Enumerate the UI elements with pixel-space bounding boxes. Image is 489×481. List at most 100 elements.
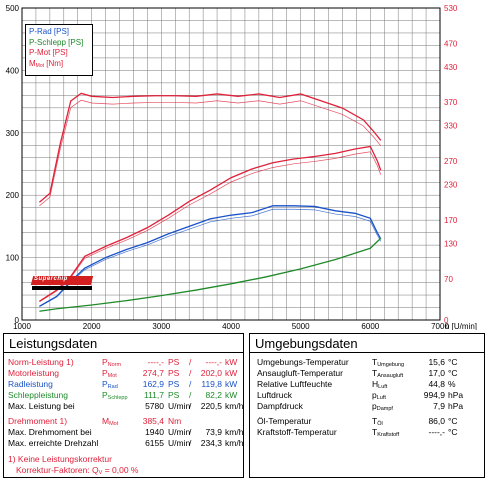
- ld-row-unit1: PS: [168, 368, 180, 378]
- y-left-tick-label: 0: [15, 316, 20, 325]
- ud-row-value: 994,9: [423, 390, 445, 400]
- y-right-tick-label: 230: [444, 181, 458, 190]
- ld-row-unit1: U/min: [168, 401, 191, 411]
- y-left-tick-label: 400: [6, 66, 20, 75]
- y-right-tick-label: 270: [444, 157, 458, 166]
- ld-row-label: Max. Drehmoment bei: [8, 427, 92, 437]
- ld-row-symbol: PMot: [102, 368, 117, 379]
- logo-text: Superchip: [34, 276, 68, 282]
- series-line-run2-3: [39, 99, 382, 207]
- x-tick-label: 2000: [83, 322, 101, 330]
- ld-row-value1: 162,9: [142, 379, 164, 389]
- ud-row-label: Öl-Temperatur: [257, 416, 312, 426]
- ud-row-unit: hPa: [448, 390, 464, 400]
- ud-row-symbol: TÖl: [372, 416, 383, 427]
- ud-row-symbol: pLuft: [372, 390, 386, 401]
- ld-row-unit1: U/min: [168, 438, 191, 448]
- ld-footnote-2: Korrektur-Faktoren: QV = 0,00 %: [16, 465, 139, 476]
- legend-entry-mot: P-Mot [PS]: [29, 48, 68, 57]
- ud-row-label: Umgebungs-Temperatur: [257, 357, 349, 367]
- legend-entry-schlepp: P-Schlepp [PS]: [29, 37, 84, 47]
- ud-row-value: 15,6: [428, 357, 445, 367]
- ud-row-value: 17,0: [428, 368, 445, 378]
- y-right-tick-label: 130: [444, 239, 458, 248]
- ud-row-label: Luftdruck: [257, 390, 292, 400]
- legend-entry-torque: MMot [Nm]: [29, 58, 64, 69]
- ud-row-value: 7,9: [433, 401, 445, 411]
- ld-row-value2: 234,3: [200, 438, 222, 448]
- ld-row-unit2: kW: [225, 390, 238, 400]
- ld-row-unit2: kW: [225, 379, 238, 389]
- chart-legend: P-Rad [PS] P-Schlepp [PS] P-Mot [PS] MMo…: [25, 24, 93, 76]
- ld-row-symbol: PNorm: [102, 357, 122, 368]
- umgebungsdaten-title: Umgebungsdaten: [250, 334, 484, 353]
- umgebungsdaten-panel: Umgebungsdaten Umgebungs-Temperatur TUmge…: [249, 333, 485, 478]
- ld-row-sep: /: [189, 357, 192, 367]
- ud-row-unit: °C: [448, 416, 458, 426]
- y-left-tick-label: 300: [6, 129, 20, 138]
- y-left-tick-label: 100: [6, 254, 20, 263]
- y-right-tick-label: 0: [444, 316, 449, 325]
- y-left-tick-label: 200: [6, 191, 20, 200]
- ld-row-unit1: PS: [168, 357, 180, 367]
- x-tick-label: 5000: [292, 322, 310, 330]
- ld-row-sep: /: [189, 390, 192, 400]
- ld-row-value1: 5780: [145, 401, 164, 411]
- ld-row-value2: 119,8: [201, 379, 222, 389]
- ud-row-unit: °C: [448, 427, 458, 437]
- ud-row-unit: %: [448, 379, 456, 389]
- ld-row-value1: 111,7: [143, 390, 164, 400]
- ld-row-label: Max. erreichte Drehzahl: [8, 438, 99, 448]
- ld-row-unit1: PS: [168, 379, 180, 389]
- ud-row-value: ----,-: [428, 427, 445, 437]
- ld-row-value1: 385,4: [142, 416, 164, 426]
- y-right-tick-label: 170: [444, 216, 458, 225]
- ud-row-symbol: TUmgebung: [372, 357, 405, 368]
- ld-row-label: Max. Leistung bei: [8, 401, 75, 411]
- ld-row-value2: ----,-: [205, 357, 222, 367]
- plot-frame: [21, 7, 441, 321]
- ud-row-label: Ansaugluft-Temperatur: [257, 368, 343, 378]
- ld-row-unit1: U/min: [168, 427, 191, 437]
- ld-row-value2: 220,5: [200, 401, 222, 411]
- legend-entry-rad: P-Rad [PS]: [29, 27, 70, 36]
- ld-row-unit1: Nm: [168, 416, 182, 426]
- x-tick-label: 6000: [361, 322, 379, 330]
- ud-row-symbol: HLuft: [372, 379, 388, 390]
- y-right-tick-label: 70: [444, 275, 453, 284]
- ld-row-label: Norm-Leistung 1): [8, 357, 74, 367]
- ld-row-symbol: MMot: [102, 416, 119, 427]
- x-axis-label: n [U/min]: [445, 322, 477, 330]
- ud-row-unit: °C: [448, 357, 458, 367]
- ud-row-unit: hPa: [448, 401, 464, 411]
- ld-row-unit2: km/h: [225, 438, 244, 448]
- ld-row-value2: 202,0: [200, 368, 222, 378]
- y-right-tick-label: 470: [444, 39, 458, 48]
- ld-row-value1: ----,-: [147, 357, 164, 367]
- ud-row-value: 86,0: [428, 416, 445, 426]
- ld-row-label: Schleppleistung: [8, 390, 69, 400]
- ud-row-label: Relative Luftfeuchte: [257, 379, 333, 389]
- ud-row-unit: °C: [448, 368, 458, 378]
- ld-row-value1: 1940: [145, 427, 164, 437]
- x-tick-label: 1000: [13, 322, 31, 330]
- ld-row-value2: 73,9: [205, 427, 222, 437]
- y-right-tick-label: 430: [444, 63, 458, 72]
- ld-row-unit2: km/h: [225, 427, 244, 437]
- leistungsdaten-panel: Leistungsdaten Norm-Leistung 1) PNorm ----…: [3, 333, 244, 478]
- series-line-run2-0: [39, 208, 382, 307]
- ld-row-symbol: PSchlepp: [102, 390, 128, 401]
- ld-row-unit2: kW: [225, 357, 238, 367]
- ld-row-label: Radleistung: [8, 379, 53, 389]
- ud-row-symbol: TAnsaugluft: [372, 368, 404, 379]
- ld-row-value2: 82,2: [205, 390, 222, 400]
- series-line-0: [39, 205, 382, 307]
- ld-row-sep: /: [189, 368, 192, 378]
- ld-row-value1: 274,7: [142, 368, 164, 378]
- x-tick-label: 3000: [152, 322, 170, 330]
- ld-row-unit1: PS: [168, 390, 180, 400]
- y-right-tick-label: 370: [444, 98, 458, 107]
- ld-row-label: Drehmoment 1): [8, 416, 68, 426]
- ud-row-symbol: pDampf: [372, 401, 393, 412]
- ld-row-unit2: km/h: [225, 401, 244, 411]
